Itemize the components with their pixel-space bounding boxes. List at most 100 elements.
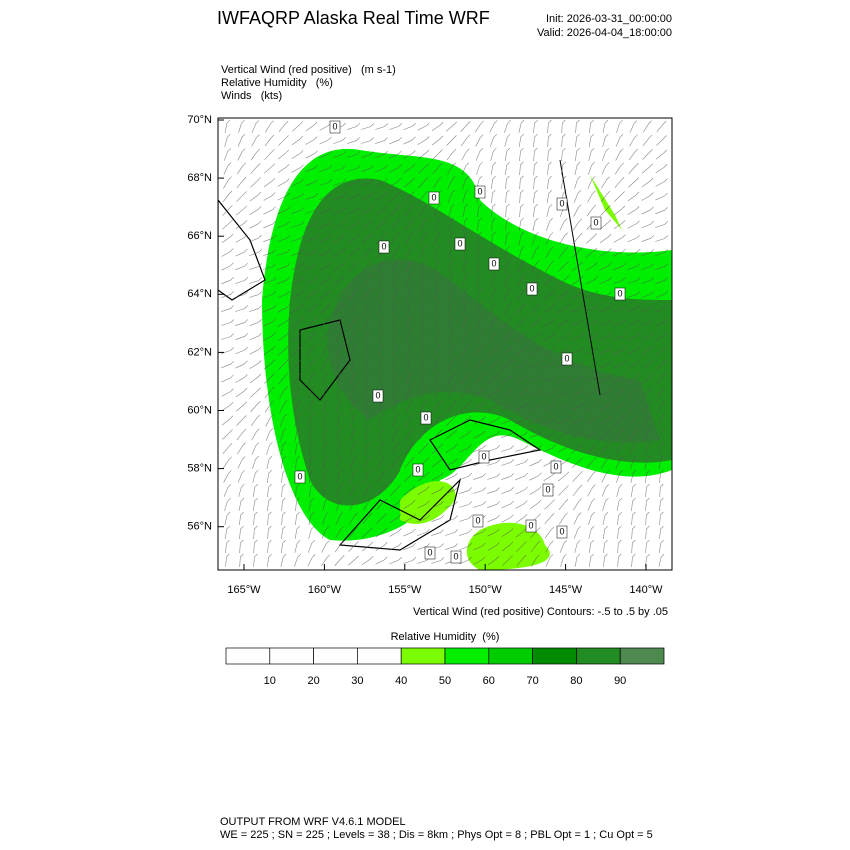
wind-barb xyxy=(307,540,315,553)
wind-barb xyxy=(503,288,512,301)
wind-barb xyxy=(379,343,384,358)
wind-barb xyxy=(572,484,583,497)
wind-barb xyxy=(280,539,287,553)
wind-barb xyxy=(447,176,456,189)
wind-barb xyxy=(403,557,416,564)
wind-barb xyxy=(544,513,555,524)
footer-line: WE = 225 ; SN = 225 ; Levels = 38 ; Dis … xyxy=(220,829,653,841)
wind-barb xyxy=(515,417,528,424)
wind-barb xyxy=(659,525,664,540)
wind-barb xyxy=(487,514,500,523)
contour-label: 0 xyxy=(431,192,436,202)
wind-barb xyxy=(235,374,248,383)
contour-label: 0 xyxy=(481,451,486,461)
contour-label-box xyxy=(454,237,466,251)
wind-barb xyxy=(613,205,626,216)
wind-barb xyxy=(473,401,486,412)
wind-barb xyxy=(613,387,626,398)
wind-barb xyxy=(335,512,344,525)
wind-barb xyxy=(294,400,301,413)
wind-barb xyxy=(474,120,484,133)
wind-barb xyxy=(559,218,568,231)
contour-label: 0 xyxy=(453,551,458,561)
contour-label: 0 xyxy=(477,186,482,196)
contour-label: 0 xyxy=(415,464,420,474)
wind-barb xyxy=(627,305,640,312)
wind-barb xyxy=(224,119,231,133)
wind-barb xyxy=(547,175,552,189)
wind-barb xyxy=(350,455,357,469)
wind-barb xyxy=(375,178,388,187)
wind-barb xyxy=(642,163,654,174)
wind-barb xyxy=(447,162,456,175)
wind-barb xyxy=(221,291,234,298)
wind-barb xyxy=(659,455,664,469)
wind-barb xyxy=(655,149,668,160)
wind-barb xyxy=(515,388,528,397)
wind-barb xyxy=(616,483,623,497)
wind-barb xyxy=(333,207,346,215)
wind-barb xyxy=(557,375,570,382)
wind-barb xyxy=(323,455,328,470)
wind-barb xyxy=(461,344,470,357)
wind-barb xyxy=(515,360,528,369)
field-label: Relative Humidity (%) xyxy=(221,77,333,89)
wind-barb xyxy=(571,261,584,272)
lon-label: 160°W xyxy=(308,584,342,596)
wind-barb xyxy=(546,189,553,203)
wind-barb xyxy=(631,539,636,554)
wind-barb xyxy=(280,553,287,567)
wind-barb xyxy=(347,192,360,201)
wind-barb xyxy=(446,415,457,426)
wind-barb xyxy=(361,178,374,187)
wind-barb xyxy=(375,192,388,201)
colorbar-box xyxy=(313,647,358,665)
wind-barb xyxy=(348,526,359,539)
wind-barb xyxy=(501,402,514,411)
wind-barb xyxy=(431,135,444,146)
contour-label: 0 xyxy=(332,121,337,131)
wind-barb xyxy=(378,413,385,427)
wind-barb xyxy=(305,290,318,300)
wind-barb xyxy=(503,302,512,315)
wind-barb xyxy=(305,150,318,159)
wind-barb xyxy=(448,231,454,245)
wind-barb xyxy=(404,191,415,202)
wind-barb xyxy=(223,176,232,189)
wind-barb xyxy=(533,189,538,204)
wind-barb xyxy=(445,486,458,495)
wind-barb xyxy=(433,372,441,385)
wind-barb xyxy=(448,217,455,231)
wind-barb xyxy=(406,259,413,273)
wind-barb xyxy=(474,387,486,398)
wind-barb xyxy=(364,456,371,469)
wind-barb xyxy=(644,469,650,483)
wind-barb xyxy=(221,319,234,326)
wind-barb xyxy=(420,386,427,399)
wind-barb xyxy=(351,413,356,428)
wind-barb xyxy=(588,147,595,161)
wind-barb xyxy=(264,373,275,384)
wind-barb xyxy=(642,134,653,147)
wind-barb xyxy=(629,428,638,441)
wind-barb xyxy=(420,259,427,273)
wind-barb xyxy=(336,483,343,497)
wind-barb xyxy=(277,149,290,160)
wind-barb xyxy=(644,441,651,455)
wind-barb xyxy=(491,203,496,218)
wind-barb xyxy=(375,556,388,565)
wind-barb xyxy=(361,137,374,144)
wind-barb xyxy=(658,553,665,567)
wind-barb xyxy=(277,331,290,342)
wind-barb xyxy=(614,415,625,426)
wind-barb xyxy=(263,220,276,229)
contour-label: 0 xyxy=(427,547,432,557)
wind-barb xyxy=(322,497,329,511)
wind-barb xyxy=(363,484,372,497)
wind-barb xyxy=(347,165,360,172)
wind-barb xyxy=(334,555,345,566)
wind-barb xyxy=(365,371,370,386)
contour-label-box xyxy=(561,352,573,366)
wind-barb xyxy=(252,483,259,497)
